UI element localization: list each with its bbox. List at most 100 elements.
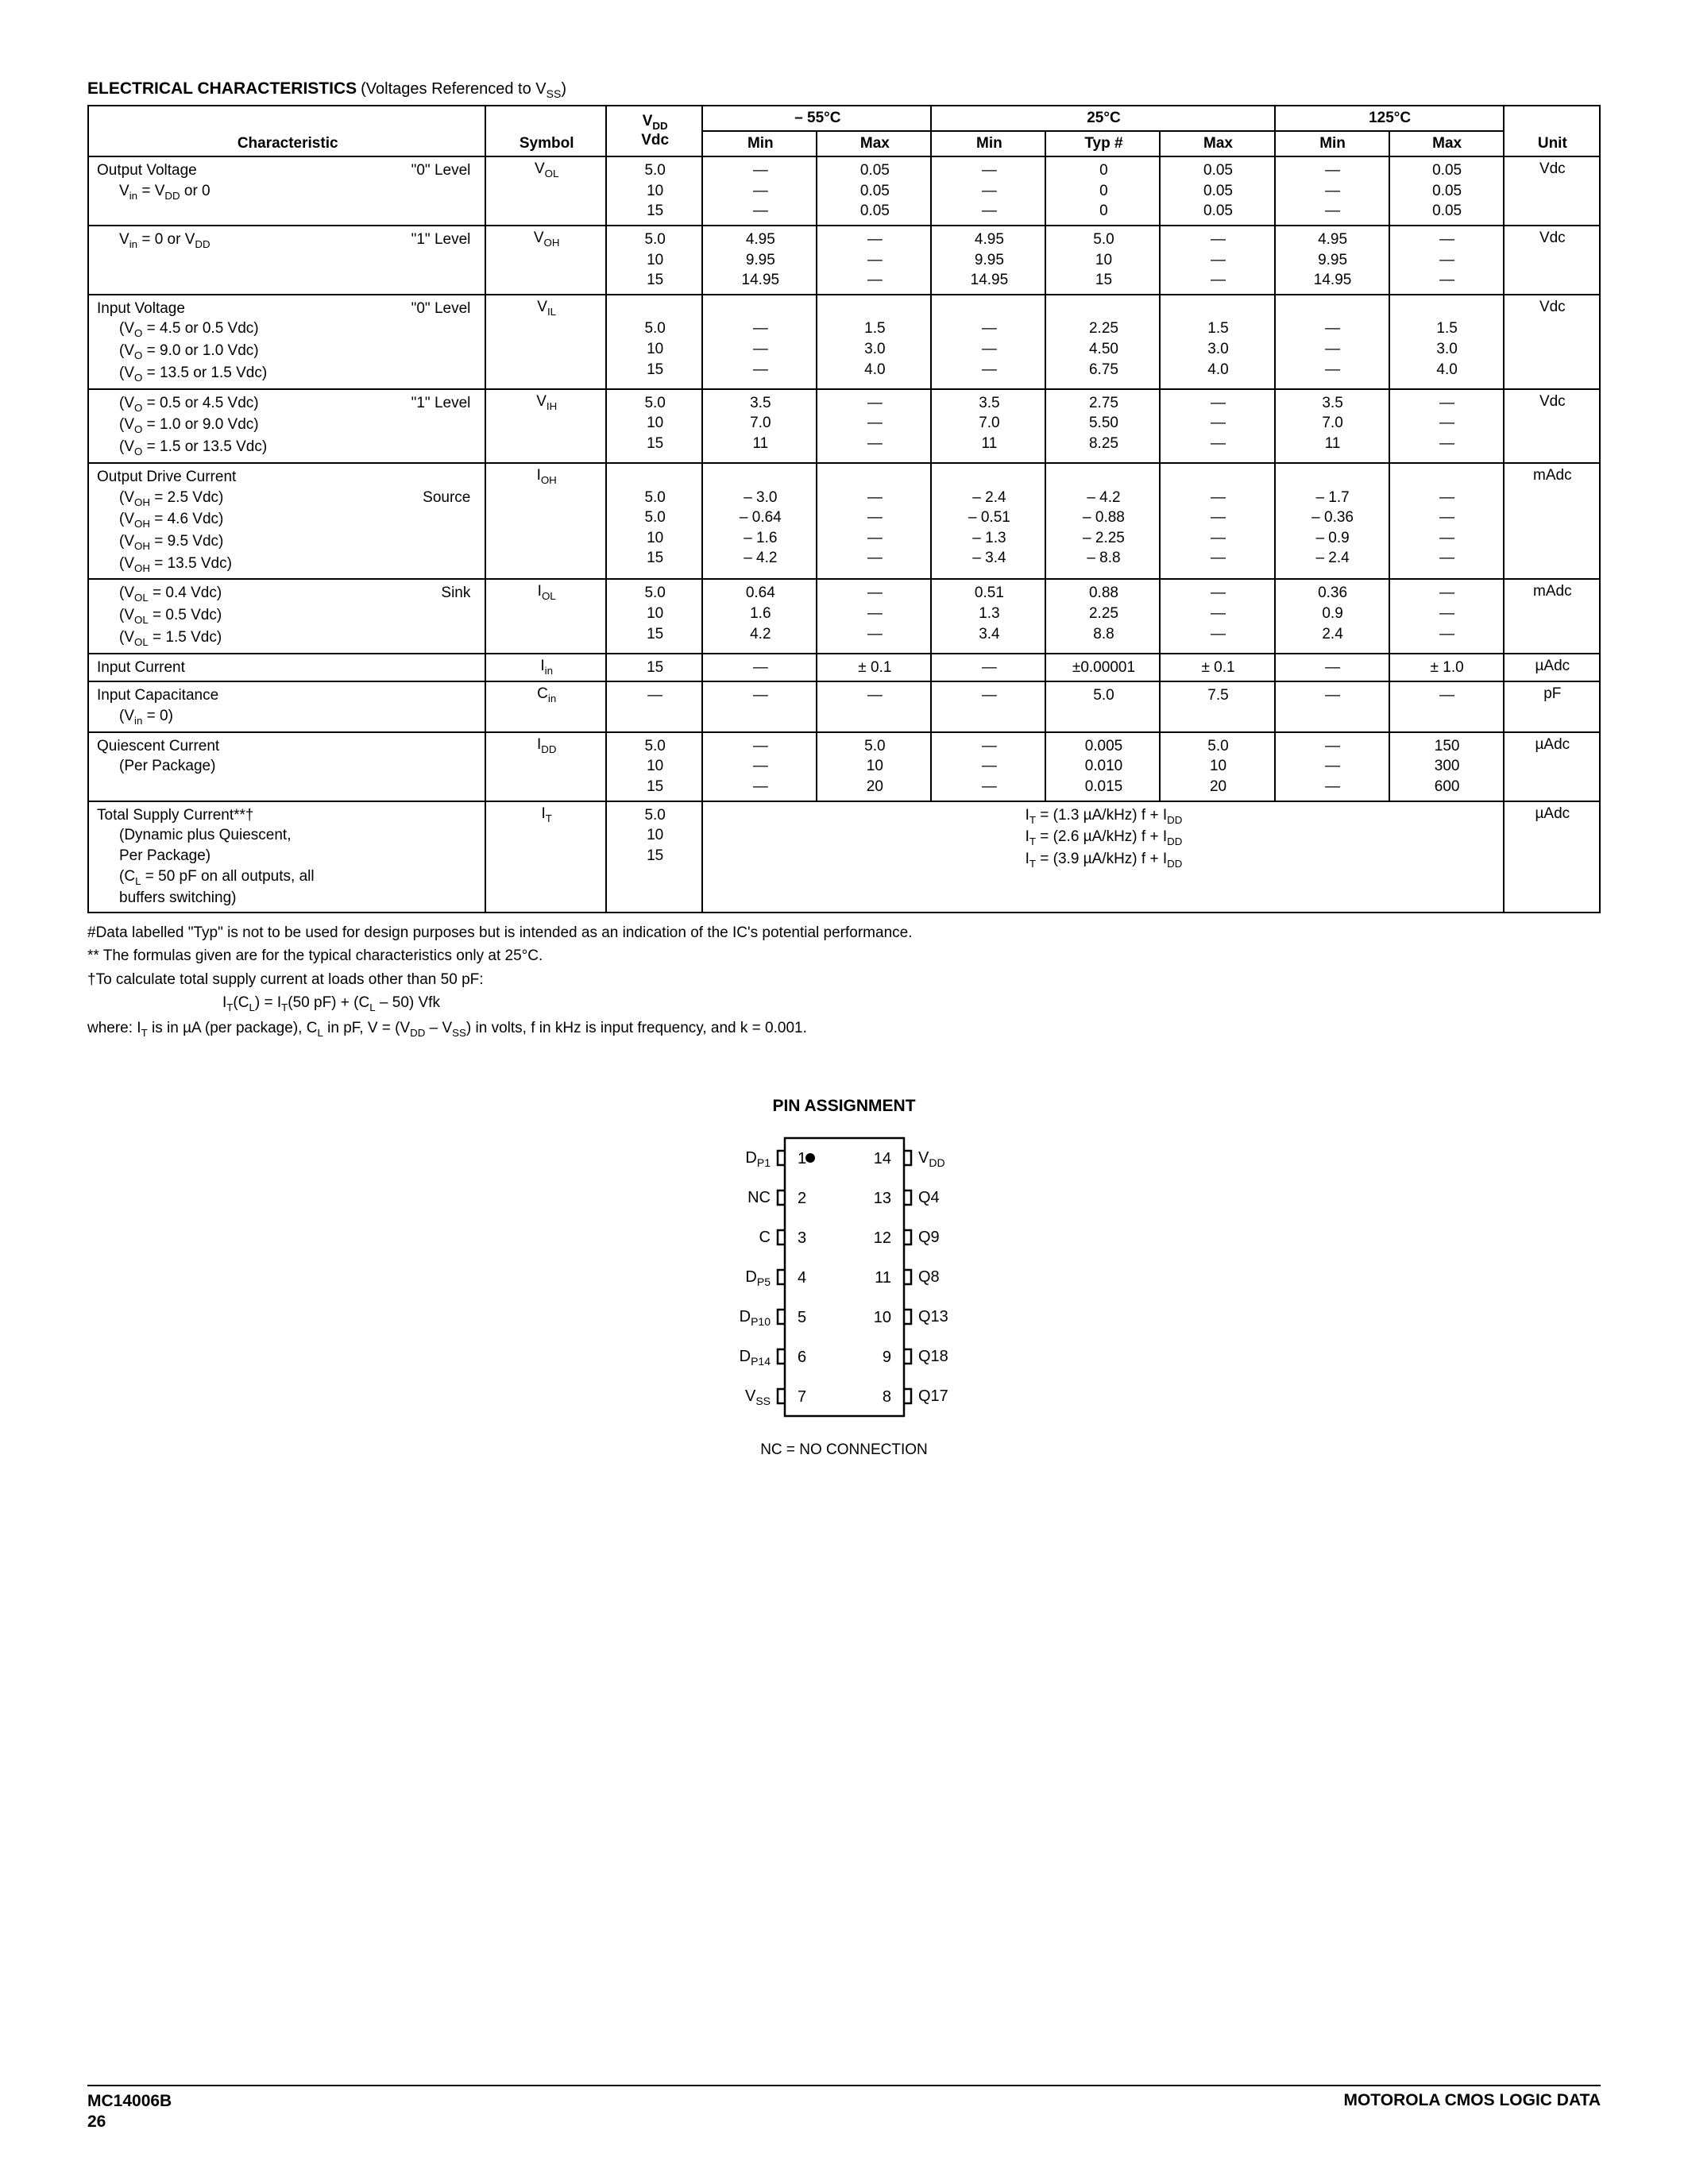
value-cell: ———: [817, 579, 931, 653]
f-p4: (50 pF) + (C: [288, 994, 369, 1011]
w-p5: ) in volts, f in kHz is input frequency,…: [466, 1020, 807, 1036]
table-body: Output Voltage"0" LevelVin = VDD or 0VOL…: [88, 156, 1600, 913]
vdd-sub: DD: [652, 120, 667, 132]
table-row: Output Voltage"0" LevelVin = VDD or 0VOL…: [88, 156, 1600, 226]
footer-right: MOTOROLA CMOS LOGIC DATA: [1343, 2091, 1601, 2110]
symbol-cell: VOL: [485, 156, 606, 226]
svg-text:14: 14: [873, 1150, 890, 1167]
value-cell: —: [817, 681, 931, 731]
value-cell: ————: [1160, 463, 1274, 580]
col-t3-min: Min: [1275, 131, 1389, 156]
col-t3-max: Max: [1389, 131, 1504, 156]
value-cell: ———: [702, 295, 817, 389]
value-cell: 0.050.050.05: [1160, 156, 1274, 226]
value-cell: —: [931, 654, 1045, 682]
table-row-total: Total Supply Current**†(Dynamic plus Qui…: [88, 801, 1600, 913]
value-cell: —: [1389, 681, 1504, 731]
svg-text:11: 11: [875, 1269, 891, 1287]
value-cell: ———: [931, 732, 1045, 801]
char-cell: Output Voltage"0" LevelVin = VDD or 0: [88, 156, 485, 226]
subtitle-prefix: (Voltages Referenced to V: [361, 80, 546, 98]
unit-cell: µAdc: [1504, 801, 1600, 913]
svg-text:C: C: [759, 1229, 770, 1246]
value-cell: 3.57.011: [702, 389, 817, 463]
svg-text:4: 4: [798, 1269, 806, 1287]
value-cell: 5.01015: [606, 389, 702, 463]
svg-text:Q17: Q17: [918, 1387, 948, 1405]
value-cell: 5.01015: [606, 732, 702, 801]
w-s3: DD: [410, 1026, 425, 1038]
svg-text:6: 6: [798, 1349, 806, 1366]
value-cell: 0.050.050.05: [817, 156, 931, 226]
table-row: Output Drive Current(VOH = 2.5 Vdc)Sourc…: [88, 463, 1600, 580]
table-row: Input CurrentIin15—± 0.1—±0.00001± 0.1—±…: [88, 654, 1600, 682]
value-cell: 5.05.01015: [606, 463, 702, 580]
unit-cell: mAdc: [1504, 579, 1600, 653]
value-cell: ———: [1389, 579, 1504, 653]
svg-text:Q13: Q13: [918, 1308, 948, 1325]
value-cell: ———: [1275, 295, 1389, 389]
col-t2-typ: Typ #: [1045, 131, 1160, 156]
value-cell: ————: [817, 463, 931, 580]
table-row: (VO = 0.5 or 4.5 Vdc)"1" Level(VO = 1.0 …: [88, 389, 1600, 463]
electrical-characteristics-table: Characteristic Symbol VDD Vdc – 55°C 25°…: [87, 105, 1601, 913]
svg-text:DP5: DP5: [745, 1268, 771, 1288]
svg-text:DP10: DP10: [739, 1308, 771, 1328]
svg-text:Q18: Q18: [918, 1348, 948, 1365]
value-cell: 3.57.011: [1275, 389, 1389, 463]
symbol-cell: VOH: [485, 226, 606, 295]
pin-footer-note: NC = NO CONNECTION: [87, 1441, 1601, 1459]
note-typ: #Data labelled "Typ" is not to be used f…: [87, 921, 1601, 944]
col-characteristic: Characteristic: [88, 106, 485, 156]
f-p5: – 50) Vfk: [376, 994, 440, 1011]
value-cell: 0.641.64.2: [702, 579, 817, 653]
value-cell: 4.959.9514.95: [1275, 226, 1389, 295]
w-p2: is in µA (per package), C: [148, 1020, 318, 1036]
value-cell: 5.01015: [606, 156, 702, 226]
vdd-cell: 5.01015: [606, 801, 702, 913]
value-cell: ———: [702, 732, 817, 801]
svg-text:9: 9: [882, 1349, 890, 1366]
f-p3: ) = I: [255, 994, 281, 1011]
unit-cell: µAdc: [1504, 654, 1600, 682]
vdd-unit: Vdc: [641, 132, 669, 149]
w-s4: SS: [452, 1026, 466, 1038]
value-cell: 1.53.04.0: [1389, 295, 1504, 389]
value-cell: —: [606, 681, 702, 731]
char-cell: Vin = 0 or VDD"1" Level: [88, 226, 485, 295]
value-cell: ———: [1389, 389, 1504, 463]
unit-cell: Vdc: [1504, 389, 1600, 463]
char-cell: Input Current: [88, 654, 485, 682]
pin-assignment-diagram: DP1114VDDNC213Q4C312Q9DP5411Q8DP10510Q13…: [678, 1130, 1011, 1432]
value-cell: —: [931, 681, 1045, 731]
value-cell: 5.01020: [1160, 732, 1274, 801]
value-cell: 5.01015: [606, 226, 702, 295]
note-calc: †To calculate total supply current at lo…: [87, 968, 1601, 991]
value-cell: —: [702, 654, 817, 682]
col-temp2: 25°C: [931, 106, 1274, 131]
value-cell: 3.57.011: [931, 389, 1045, 463]
svg-text:Q8: Q8: [918, 1268, 940, 1286]
unit-cell: µAdc: [1504, 732, 1600, 801]
col-t2-min: Min: [931, 131, 1045, 156]
value-cell: —: [1275, 654, 1389, 682]
symbol-cell: VIL: [485, 295, 606, 389]
col-t2-max: Max: [1160, 131, 1274, 156]
w-p3: in pF, V = (V: [323, 1020, 410, 1036]
svg-text:12: 12: [873, 1229, 890, 1247]
col-vdd: VDD Vdc: [606, 106, 702, 156]
footer-part: MC14006B: [87, 2092, 172, 2110]
symbol-cell: VIH: [485, 389, 606, 463]
svg-text:Q9: Q9: [918, 1229, 940, 1246]
section-subtitle: (Voltages Referenced to VSS): [361, 80, 566, 98]
formula-cell: IT = (1.3 µA/kHz) f + IDDIT = (2.6 µA/kH…: [702, 801, 1503, 913]
svg-text:VDD: VDD: [918, 1149, 945, 1169]
page-footer: MC14006B 26 MOTOROLA CMOS LOGIC DATA: [87, 2085, 1601, 2133]
footer-page: 26: [87, 2113, 106, 2131]
col-temp1: – 55°C: [702, 106, 931, 131]
w-p1: where: I: [87, 1020, 141, 1036]
subtitle-sub: SS: [547, 87, 562, 100]
value-cell: ———: [1275, 732, 1389, 801]
col-t1-min: Min: [702, 131, 817, 156]
value-cell: 0.882.258.8: [1045, 579, 1160, 653]
